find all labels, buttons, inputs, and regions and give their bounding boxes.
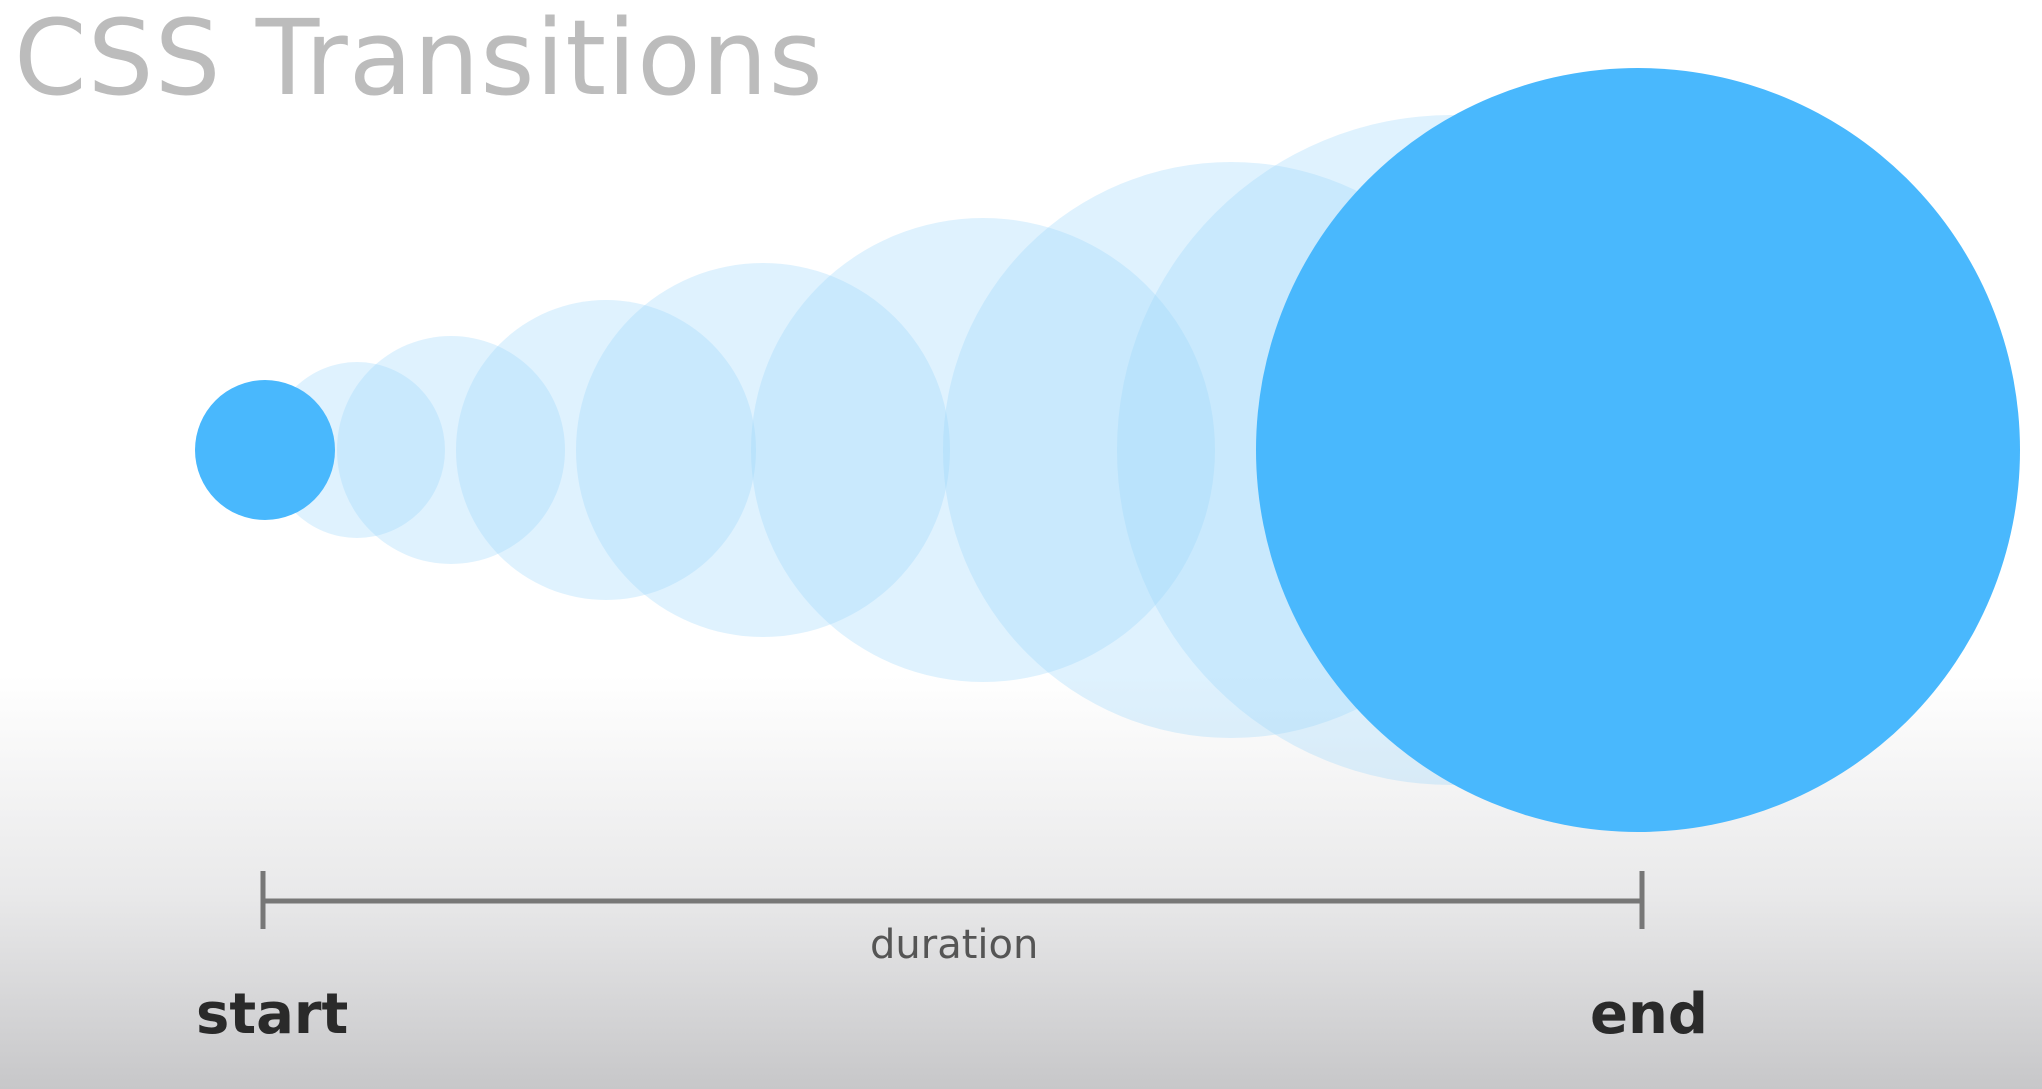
intermediate-circle-3: [456, 300, 756, 600]
end-label: end: [1590, 982, 1708, 1047]
end-circle: [1256, 68, 2020, 832]
start-circle: [195, 380, 335, 520]
duration-timeline: [260, 871, 1645, 929]
intermediate-circle-2: [337, 336, 565, 564]
slide-title: CSS Transitions: [14, 0, 824, 119]
intermediate-circle-5: [751, 218, 1215, 682]
start-label: start: [196, 982, 349, 1047]
intermediate-circle-4: [576, 263, 950, 637]
duration-label: duration: [870, 922, 1039, 968]
